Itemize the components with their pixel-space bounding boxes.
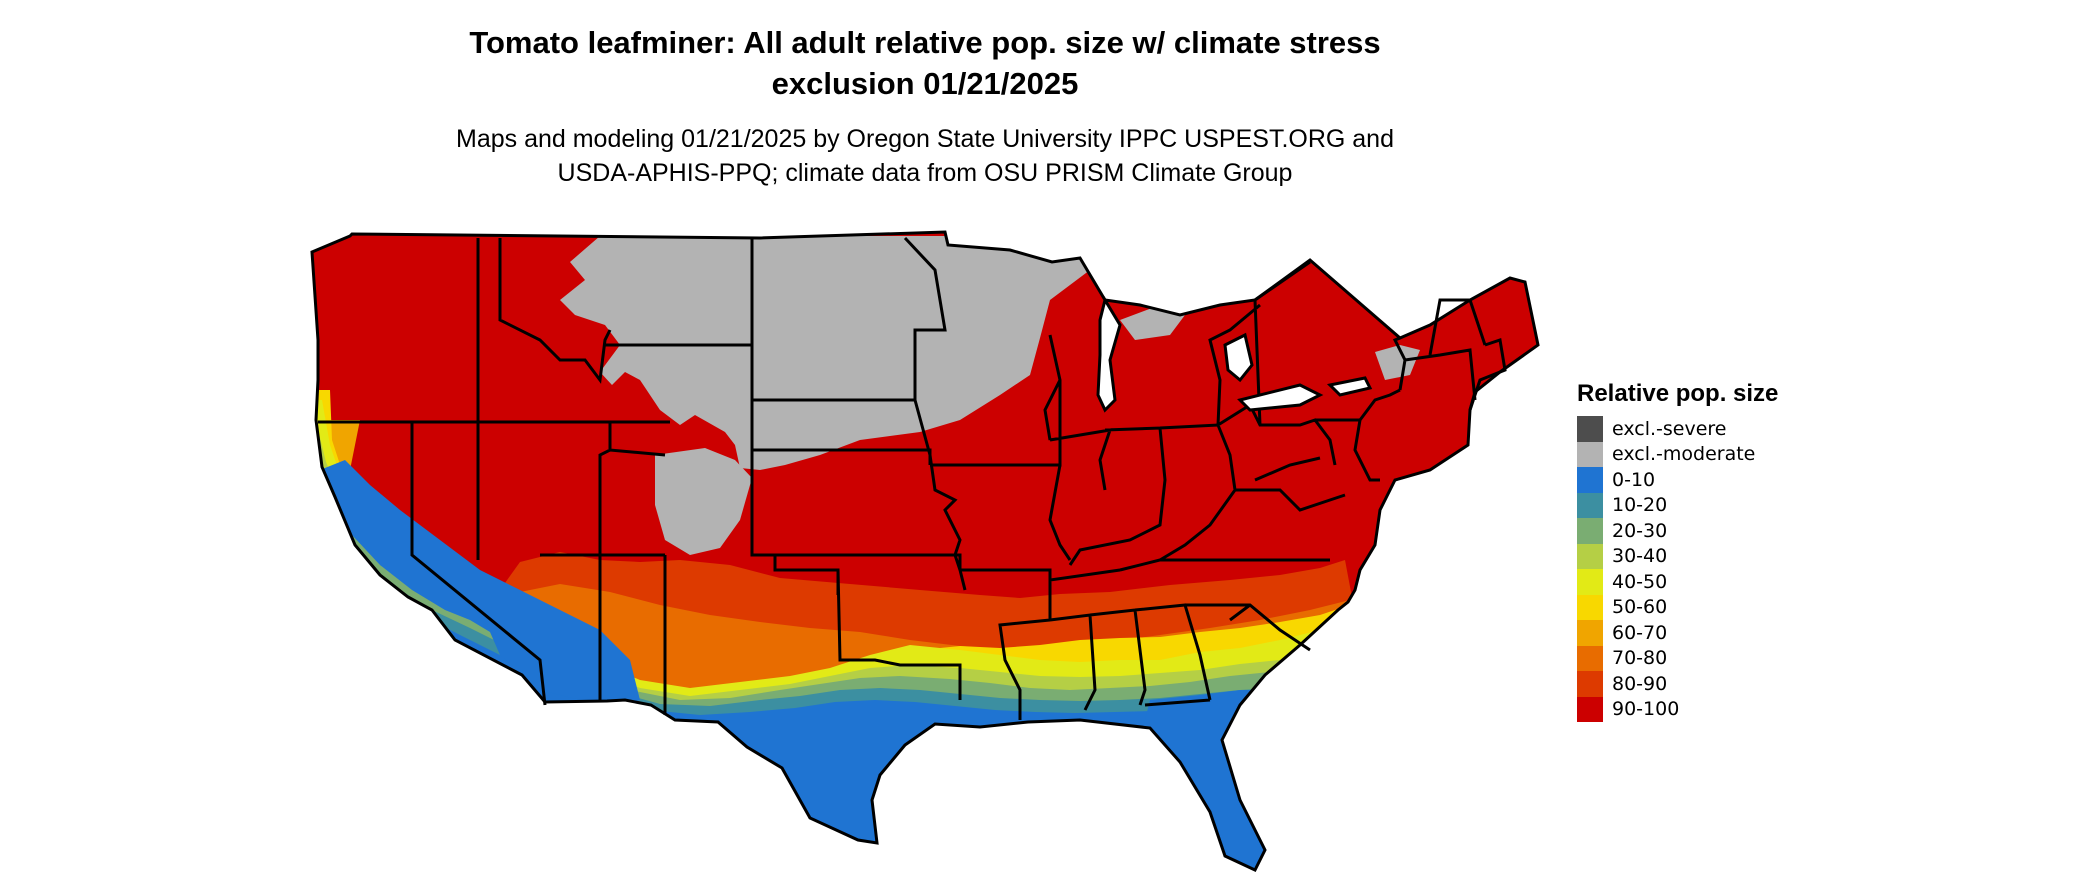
great-lakes bbox=[1096, 296, 1373, 413]
band-excl-moderate-erie bbox=[1120, 305, 1185, 340]
us-state-borders bbox=[318, 236, 1507, 720]
legend-swatch bbox=[1577, 543, 1603, 569]
legend-swatch bbox=[1577, 569, 1603, 595]
legend-label: 80-90 bbox=[1612, 672, 1668, 695]
band-0-10-florida bbox=[1140, 690, 1275, 870]
map-subtitle-line-1: Maps and modeling 01/21/2025 by Oregon S… bbox=[456, 125, 1394, 153]
legend-swatch bbox=[1577, 441, 1603, 467]
map-legend: Relative pop. size excl.-severe excl.-mod… bbox=[1577, 380, 1778, 722]
band-0-10-southwest bbox=[320, 460, 640, 705]
legend-swatch bbox=[1577, 416, 1603, 442]
legend-label: 30-40 bbox=[1612, 545, 1668, 568]
band-excl-moderate-north bbox=[560, 236, 1090, 470]
legend-label: 70-80 bbox=[1612, 647, 1668, 670]
legend-item: 70-80 bbox=[1577, 645, 1778, 671]
legend-swatch bbox=[1577, 671, 1603, 697]
map-title-line-2: exclusion 01/21/2025 bbox=[771, 66, 1079, 101]
legend-label: 20-30 bbox=[1612, 519, 1668, 542]
map-title: Tomato leafminer: All adult relative pop… bbox=[300, 22, 1550, 104]
legend-label: excl.-moderate bbox=[1612, 443, 1756, 466]
legend-items: excl.-severe excl.-moderate 0-10 10-20 20-30… bbox=[1577, 416, 1778, 722]
legend-title: Relative pop. size bbox=[1577, 380, 1779, 407]
legend-label: 90-100 bbox=[1612, 698, 1680, 721]
legend-item: 20-30 bbox=[1577, 518, 1778, 544]
legend-item: excl.-severe bbox=[1577, 416, 1778, 442]
legend-item: 10-20 bbox=[1577, 492, 1778, 518]
band-excl-moderate-northeast bbox=[1375, 345, 1420, 380]
legend-label: 60-70 bbox=[1612, 621, 1668, 644]
legend-item: 0-10 bbox=[1577, 467, 1778, 493]
map-subtitle-line-2: USDA-APHIS-PPQ; climate data from OSU PR… bbox=[557, 159, 1293, 187]
legend-swatch bbox=[1577, 620, 1603, 646]
legend-swatch bbox=[1577, 467, 1603, 493]
legend-label: 40-50 bbox=[1612, 570, 1668, 593]
legend-swatch bbox=[1577, 594, 1603, 620]
legend-item: 50-60 bbox=[1577, 594, 1778, 620]
legend-label: 50-60 bbox=[1612, 596, 1668, 619]
legend-label: 0-10 bbox=[1612, 468, 1656, 491]
legend-label: 10-20 bbox=[1612, 494, 1668, 517]
legend-item: 60-70 bbox=[1577, 620, 1778, 646]
map-subtitle: Maps and modeling 01/21/2025 by Oregon S… bbox=[300, 122, 1550, 190]
legend-swatch bbox=[1577, 492, 1603, 518]
legend-item: 80-90 bbox=[1577, 671, 1778, 697]
legend-item: 30-40 bbox=[1577, 543, 1778, 569]
legend-item: 40-50 bbox=[1577, 569, 1778, 595]
map-title-line-1: Tomato leafminer: All adult relative pop… bbox=[469, 25, 1381, 60]
legend-swatch bbox=[1577, 645, 1603, 671]
legend-swatch bbox=[1577, 696, 1603, 722]
legend-swatch bbox=[1577, 518, 1603, 544]
legend-item: excl.-moderate bbox=[1577, 441, 1778, 467]
legend-label: excl.-severe bbox=[1612, 417, 1727, 440]
band-excl-moderate-colorado bbox=[655, 448, 752, 555]
legend-item: 90-100 bbox=[1577, 696, 1778, 722]
